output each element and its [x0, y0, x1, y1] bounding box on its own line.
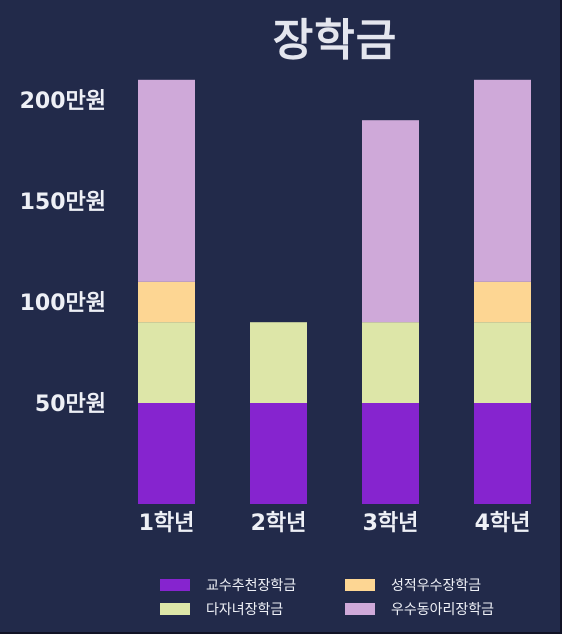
legend-swatch: [160, 579, 190, 591]
bar-segment: [474, 322, 531, 403]
x-tick-label: 3학년: [363, 511, 419, 536]
legend-label: 우수동아리장학금: [391, 602, 494, 618]
bar-segment: [138, 79, 195, 282]
legend-swatch: [345, 603, 375, 615]
bar-segment: [138, 281, 195, 323]
y-tick-label: 150만원: [20, 190, 106, 215]
y-tick-label: 100만원: [20, 291, 106, 316]
bar-segment: [474, 281, 531, 323]
bar-segment: [474, 403, 531, 504]
bar-segment: [138, 403, 195, 504]
y-tick-label: 200만원: [20, 89, 106, 114]
legend-swatch: [345, 579, 375, 591]
x-tick-label: 4학년: [475, 511, 531, 536]
bar-segment: [362, 322, 419, 403]
legend-swatch: [160, 603, 190, 615]
bar-segment: [362, 403, 419, 504]
x-tick-label: 2학년: [251, 511, 307, 536]
x-tick-label: 1학년: [139, 511, 195, 536]
legend-label: 교수추천장학금: [206, 578, 296, 594]
bar-segment: [250, 403, 307, 504]
legend-label: 성적우수장학금: [391, 578, 481, 594]
bar-segment: [138, 322, 195, 403]
bar-segment: [362, 120, 419, 323]
chart-title: 장학금: [272, 15, 398, 66]
bar-segment: [250, 322, 307, 403]
legend-label: 다자녀장학금: [206, 602, 283, 618]
bar-segment: [474, 79, 531, 282]
y-tick-label: 50만원: [35, 392, 106, 417]
